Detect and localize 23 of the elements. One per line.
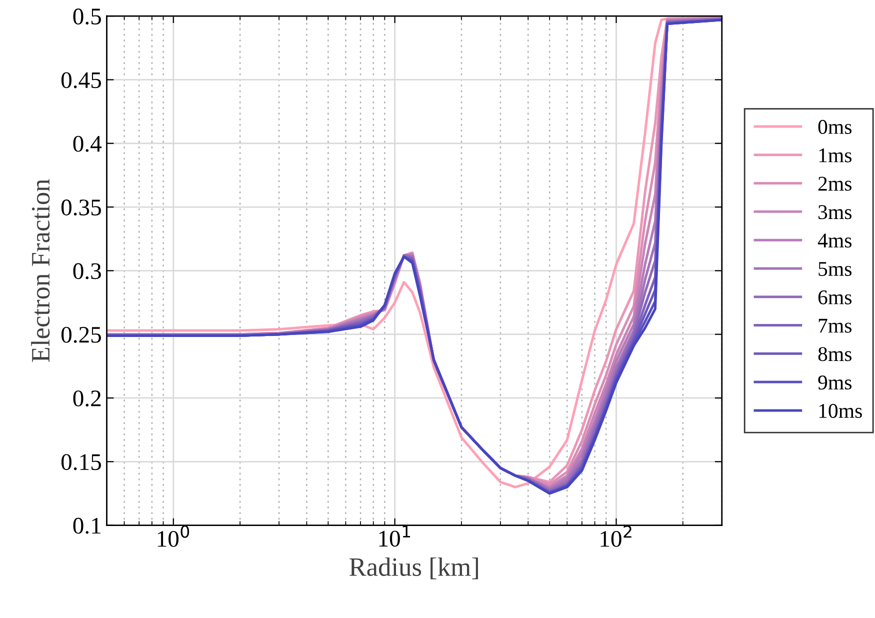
legend-label: 10ms (819, 404, 862, 418)
y-tick-label: 0.3 (73, 263, 101, 280)
legend-label: 1ms (819, 148, 852, 162)
legend-label: 8ms (818, 347, 852, 362)
y-tick-label: 0.25 (61, 326, 101, 343)
legend-label: 3ms (818, 205, 852, 220)
legend-label: 4ms (818, 234, 852, 248)
y-tick-label: 0.1 (73, 518, 100, 534)
y-tick-label: 0.45 (61, 72, 101, 88)
legend-label: 6ms (818, 290, 852, 304)
y-tick-label: 0.35 (61, 200, 101, 216)
x-tick-label: 10$^{0}$ (158, 525, 190, 547)
legend-label: 7ms (818, 318, 852, 333)
x-axis-title: Radius [km] (349, 557, 478, 580)
legend-label: 5ms (818, 262, 852, 276)
legend-label: 9ms (818, 376, 852, 390)
legend-label: 2ms (818, 176, 852, 191)
y-tick-label: 0.15 (61, 454, 101, 470)
y-tick-label: 0.5 (73, 8, 101, 25)
legend-label: 0ms (818, 120, 852, 134)
y-axis-title: Electron Fraction (31, 179, 50, 362)
y-tick-label: 0.2 (73, 390, 101, 407)
y-tick-label: 0.4 (73, 136, 102, 152)
